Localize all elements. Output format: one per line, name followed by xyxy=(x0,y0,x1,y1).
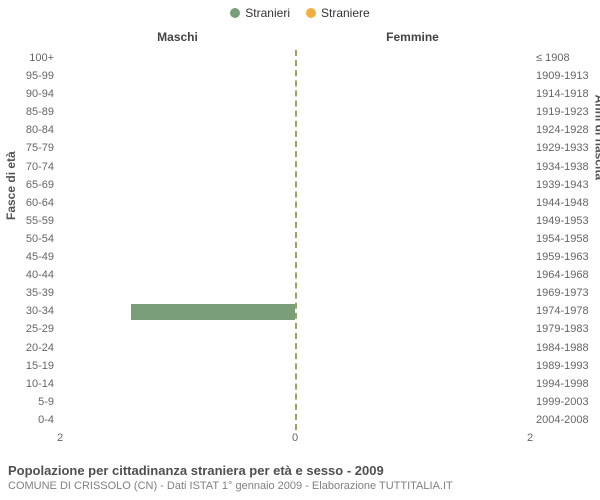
birth-year-label: 1954-1958 xyxy=(536,233,596,245)
x-tick-right: 2 xyxy=(527,432,533,444)
age-row: 10-141994-1998 xyxy=(60,376,530,394)
age-label: 10-14 xyxy=(14,378,54,390)
age-label: 85-89 xyxy=(14,106,54,118)
male-bar xyxy=(131,304,296,320)
age-row: 60-641944-1948 xyxy=(60,195,530,213)
age-row: 40-441964-1968 xyxy=(60,267,530,285)
birth-year-label: ≤ 1908 xyxy=(536,52,596,64)
age-label: 15-19 xyxy=(14,360,54,372)
x-tick-center: 0 xyxy=(292,432,298,444)
age-row: 25-291979-1983 xyxy=(60,321,530,339)
age-label: 0-4 xyxy=(14,414,54,426)
birth-year-label: 1989-1993 xyxy=(536,360,596,372)
birth-year-label: 1959-1963 xyxy=(536,251,596,263)
birth-year-label: 1919-1923 xyxy=(536,106,596,118)
pyramid-chart: Maschi Femmine Fasce di età Anni di nasc… xyxy=(60,30,530,450)
birth-year-label: 1914-1918 xyxy=(536,88,596,100)
footer-subtitle: COMUNE DI CRISSOLO (CN) - Dati ISTAT 1° … xyxy=(8,480,592,492)
chart-container: Stranieri Straniere Maschi Femmine Fasce … xyxy=(0,0,600,500)
age-row: 100+≤ 1908 xyxy=(60,50,530,68)
birth-year-label: 1994-1998 xyxy=(536,378,596,390)
age-row: 65-691939-1943 xyxy=(60,177,530,195)
birth-year-label: 1944-1948 xyxy=(536,197,596,209)
age-row: 45-491959-1963 xyxy=(60,249,530,267)
age-label: 75-79 xyxy=(14,142,54,154)
birth-year-label: 1979-1983 xyxy=(536,323,596,335)
age-label: 25-29 xyxy=(14,323,54,335)
legend-item: Stranieri xyxy=(230,6,290,20)
age-row: 85-891919-1923 xyxy=(60,104,530,122)
birth-year-label: 2004-2008 xyxy=(536,414,596,426)
age-label: 80-84 xyxy=(14,124,54,136)
age-row: 20-241984-1988 xyxy=(60,340,530,358)
age-label: 20-24 xyxy=(14,342,54,354)
age-row: 75-791929-1933 xyxy=(60,140,530,158)
birth-year-label: 1969-1973 xyxy=(536,287,596,299)
age-label: 30-34 xyxy=(14,305,54,317)
age-row: 0-42004-2008 xyxy=(60,412,530,430)
birth-year-label: 1924-1928 xyxy=(536,124,596,136)
birth-year-label: 1939-1943 xyxy=(536,179,596,191)
birth-year-label: 1984-1988 xyxy=(536,342,596,354)
age-row: 15-191989-1993 xyxy=(60,358,530,376)
birth-year-label: 1934-1938 xyxy=(536,161,596,173)
age-row: 95-991909-1913 xyxy=(60,68,530,86)
age-label: 65-69 xyxy=(14,179,54,191)
legend-swatch xyxy=(230,8,240,18)
age-label: 35-39 xyxy=(14,287,54,299)
x-tick-left: 2 xyxy=(57,432,63,444)
age-label: 45-49 xyxy=(14,251,54,263)
age-row: 90-941914-1918 xyxy=(60,86,530,104)
left-side-title: Maschi xyxy=(60,30,295,44)
age-row: 55-591949-1953 xyxy=(60,213,530,231)
age-label: 70-74 xyxy=(14,161,54,173)
age-row: 5-91999-2003 xyxy=(60,394,530,412)
birth-year-label: 1929-1933 xyxy=(536,142,596,154)
age-label: 50-54 xyxy=(14,233,54,245)
plot-area: 2 0 2 100+≤ 190895-991909-191390-941914-… xyxy=(60,50,530,430)
right-side-title: Femmine xyxy=(295,30,530,44)
chart-footer: Popolazione per cittadinanza straniera p… xyxy=(8,463,592,492)
birth-year-label: 1964-1968 xyxy=(536,269,596,281)
age-row: 70-741934-1938 xyxy=(60,159,530,177)
age-label: 40-44 xyxy=(14,269,54,281)
legend-item: Straniere xyxy=(306,6,370,20)
age-label: 95-99 xyxy=(14,70,54,82)
age-label: 100+ xyxy=(14,52,54,64)
age-label: 90-94 xyxy=(14,88,54,100)
birth-year-label: 1999-2003 xyxy=(536,396,596,408)
age-label: 5-9 xyxy=(14,396,54,408)
legend-label: Straniere xyxy=(321,6,370,20)
age-label: 55-59 xyxy=(14,215,54,227)
birth-year-label: 1909-1913 xyxy=(536,70,596,82)
age-row: 80-841924-1928 xyxy=(60,122,530,140)
age-row: 50-541954-1958 xyxy=(60,231,530,249)
age-label: 60-64 xyxy=(14,197,54,209)
birth-year-label: 1974-1978 xyxy=(536,305,596,317)
age-row: 30-341974-1978 xyxy=(60,303,530,321)
birth-year-label: 1949-1953 xyxy=(536,215,596,227)
legend-swatch xyxy=(306,8,316,18)
age-row: 35-391969-1973 xyxy=(60,285,530,303)
legend: Stranieri Straniere xyxy=(0,6,600,21)
legend-label: Stranieri xyxy=(245,6,290,20)
footer-title: Popolazione per cittadinanza straniera p… xyxy=(8,463,592,478)
